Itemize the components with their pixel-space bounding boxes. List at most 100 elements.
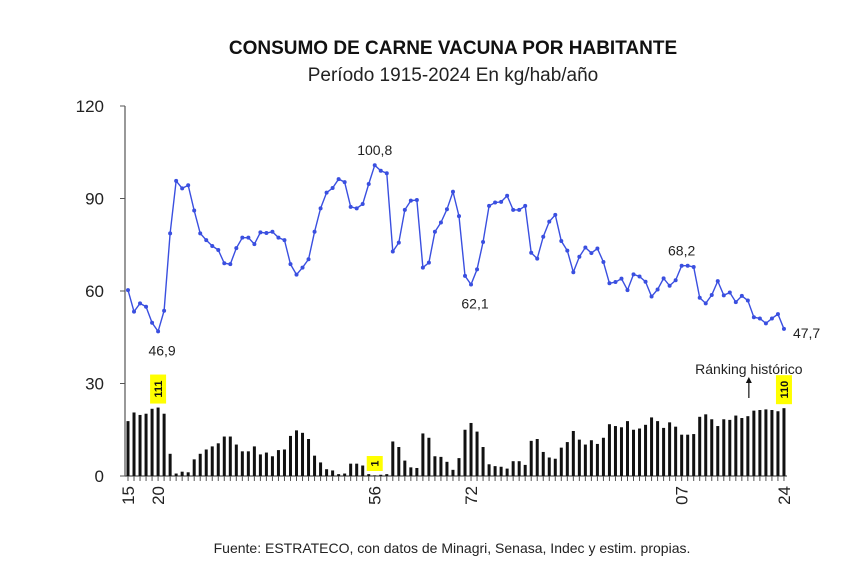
rank-bar (692, 434, 696, 476)
rank-bar (535, 439, 539, 476)
rank-bar (481, 447, 485, 476)
rank-bar (716, 426, 720, 476)
data-point (348, 204, 353, 209)
rank-bar (565, 442, 569, 476)
data-label: 68,2 (668, 243, 695, 259)
data-point (288, 262, 293, 267)
data-point (727, 290, 732, 295)
y-tick-label: 0 (95, 467, 104, 486)
rank-bar (421, 433, 425, 476)
data-point (739, 293, 744, 298)
data-point (643, 279, 648, 284)
rank-bar (361, 465, 365, 476)
data-point (769, 316, 774, 321)
rank-bar (174, 473, 178, 476)
rank-bar (258, 454, 262, 476)
rank-bar (740, 418, 744, 476)
rank-bar (288, 435, 292, 476)
arrow-head-icon (745, 377, 752, 383)
rank-bar (397, 447, 401, 476)
data-point (180, 186, 185, 191)
x-tick-label: 15 (119, 486, 138, 505)
rank-bar (409, 467, 413, 476)
data-point (535, 256, 540, 261)
data-point (258, 230, 263, 235)
data-point (703, 301, 708, 306)
data-point (456, 214, 461, 219)
data-point (276, 235, 281, 240)
data-point (751, 315, 756, 320)
rank-bar (589, 440, 593, 476)
data-point (390, 249, 395, 254)
data-point (559, 239, 564, 244)
data-point (444, 207, 449, 212)
rank-bar (252, 446, 256, 476)
data-point (733, 300, 738, 305)
data-point (240, 235, 245, 240)
rank-bar (499, 466, 503, 476)
data-point (757, 316, 762, 321)
rank-bar (246, 451, 250, 476)
rank-label: 111 (153, 380, 165, 397)
y-tick-label: 90 (85, 190, 104, 209)
rank-bar (138, 414, 142, 476)
rank-highlight (150, 374, 167, 404)
data-point (132, 309, 137, 314)
data-point (432, 229, 437, 234)
data-point (162, 308, 167, 313)
data-point (583, 245, 588, 250)
rank-bar (493, 466, 497, 476)
rank-bar (349, 463, 353, 476)
rank-bar (523, 464, 527, 476)
rank-bar (764, 409, 768, 476)
chart-subtitle: Período 1915-2024 En kg/hab/año (308, 65, 599, 86)
data-point (661, 276, 666, 281)
ranking-annotation: Ránking histórico (695, 361, 803, 377)
rank-bar (222, 436, 226, 476)
rank-bar (192, 459, 196, 476)
data-point (565, 248, 570, 253)
rank-bar (728, 419, 732, 476)
data-point (438, 220, 443, 225)
rank-bar (373, 475, 377, 476)
data-point (408, 198, 413, 203)
data-point (294, 272, 299, 277)
data-point (493, 200, 498, 205)
rank-bar (264, 452, 268, 476)
rank-bar (776, 411, 780, 476)
data-point (138, 301, 143, 306)
rank-bar (547, 457, 551, 476)
rank-bar (770, 410, 774, 476)
data-point (174, 178, 179, 183)
data-point (192, 208, 197, 213)
rank-bar (276, 450, 280, 476)
rank-bar (638, 428, 642, 476)
rank-bar (613, 426, 617, 476)
data-point (481, 239, 486, 244)
data-point (354, 206, 359, 211)
rank-bar (198, 453, 202, 476)
data-point (595, 246, 600, 251)
rank-bar (150, 408, 154, 476)
data-point (396, 240, 401, 245)
rank-bar (403, 460, 407, 476)
rank-bar (427, 437, 431, 476)
data-point (499, 199, 504, 204)
data-point (547, 219, 552, 224)
rank-bar (644, 424, 648, 476)
data-point (781, 326, 786, 331)
rank-bar (571, 430, 575, 476)
data-point (619, 276, 624, 281)
rank-bar (385, 474, 389, 476)
data-point (156, 329, 161, 334)
data-point (402, 207, 407, 212)
data-point (378, 168, 383, 173)
rank-bar (355, 463, 359, 476)
data-point (336, 177, 341, 182)
rank-bar (625, 421, 629, 476)
rank-bar (463, 429, 467, 476)
data-point (204, 238, 209, 243)
data-point (186, 183, 191, 188)
rank-bar (710, 419, 714, 476)
rank-bar (337, 474, 341, 476)
